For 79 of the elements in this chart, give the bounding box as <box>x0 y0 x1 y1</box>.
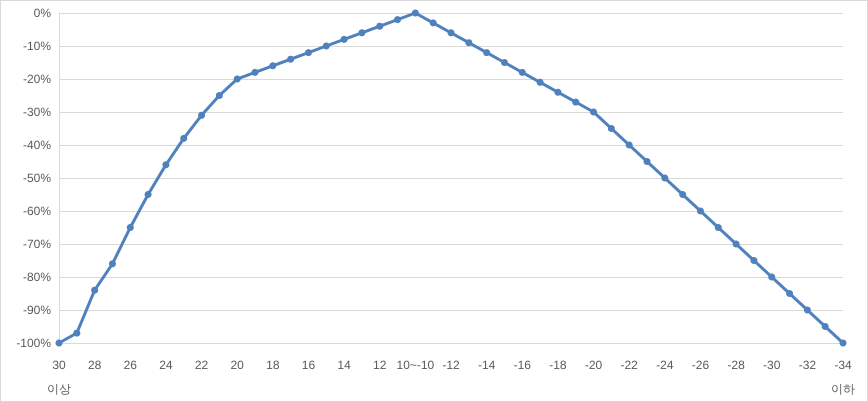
point <box>198 112 206 119</box>
point <box>269 62 276 70</box>
x-tick-label: 12 <box>373 358 387 372</box>
y-tick-label: -80% <box>22 270 52 284</box>
point <box>394 16 402 24</box>
x-tick-label: -18 <box>549 358 567 372</box>
point <box>696 208 704 214</box>
point <box>714 224 722 231</box>
point <box>608 125 615 132</box>
point <box>287 56 294 63</box>
point <box>108 260 116 268</box>
x-tick-label: -24 <box>656 358 674 372</box>
y-tick-label: -90% <box>22 303 52 317</box>
x-tick-label: 28 <box>88 358 102 372</box>
point <box>750 257 758 264</box>
point <box>786 290 794 297</box>
y-tick-label: -100% <box>16 336 52 350</box>
point <box>91 286 98 294</box>
point <box>376 22 384 30</box>
point <box>554 88 562 96</box>
point <box>252 68 258 76</box>
point <box>679 191 686 198</box>
x-tick-label: 10~-10 <box>396 358 435 372</box>
point <box>234 76 241 82</box>
y-tick-label: -60% <box>22 204 52 218</box>
point <box>840 340 846 346</box>
point <box>358 29 366 36</box>
x-tick-label: 24 <box>159 358 173 372</box>
x-tick-label: -32 <box>798 358 816 372</box>
point <box>322 42 330 50</box>
x-tick-label: 14 <box>337 358 352 372</box>
x-tick-label: 30 이상 <box>47 358 71 396</box>
point <box>412 10 419 16</box>
x-tick-label: -26 <box>692 358 710 372</box>
y-tick-label: -30% <box>22 105 52 119</box>
point <box>500 59 508 66</box>
point <box>465 39 472 46</box>
point <box>56 340 62 346</box>
x-tick-label: -14 <box>478 358 496 372</box>
point <box>626 142 633 148</box>
point <box>804 306 811 314</box>
x-tick-label: 18 <box>266 358 280 372</box>
point <box>430 19 437 26</box>
y-tick-label: -50% <box>22 171 52 185</box>
x-tick-label: -16 <box>514 358 532 372</box>
y-tick-label: -40% <box>22 138 52 152</box>
point <box>768 274 776 280</box>
point <box>144 191 152 198</box>
y-tick-label: -10% <box>22 39 52 53</box>
point <box>304 49 312 56</box>
x-tick-label: -12 <box>442 358 460 372</box>
y-tick-label: -70% <box>22 237 52 251</box>
x-tick-label: -30 <box>763 358 781 372</box>
point <box>216 92 223 99</box>
x-tick-label: -34 이하 <box>831 358 855 396</box>
x-tick-label: 16 <box>302 358 316 372</box>
point <box>822 323 829 330</box>
point <box>732 240 740 248</box>
x-tick-label: -22 <box>620 358 638 372</box>
x-tick-label: 26 <box>124 358 138 372</box>
point <box>483 49 490 56</box>
point <box>661 174 668 182</box>
point <box>644 158 650 165</box>
point <box>340 36 348 43</box>
x-tick-label: -28 <box>727 358 746 372</box>
point <box>73 330 80 337</box>
y-tick-label: -20% <box>22 72 52 86</box>
point <box>448 29 454 36</box>
point <box>536 78 544 86</box>
x-tick-label: 20 <box>230 358 244 372</box>
point <box>180 134 188 142</box>
point <box>590 108 598 116</box>
x-tick-label: -20 <box>584 358 603 372</box>
point <box>162 161 170 168</box>
y-tick-label: 0% <box>34 6 52 20</box>
point <box>126 224 134 231</box>
point <box>518 68 526 76</box>
point <box>572 98 580 106</box>
x-tick-label: 22 <box>194 358 209 372</box>
